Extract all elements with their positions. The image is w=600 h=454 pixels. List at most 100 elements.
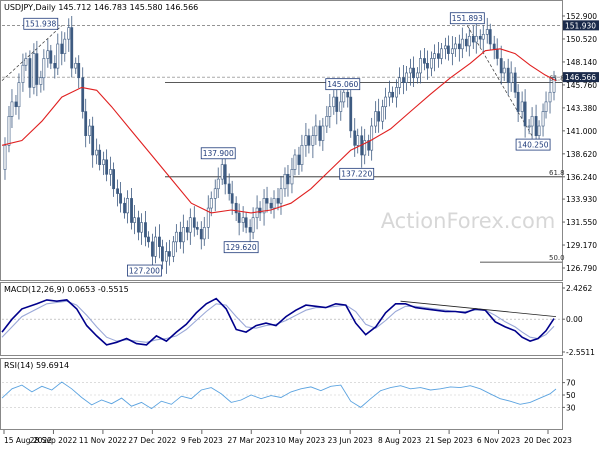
- candle-body: [391, 91, 394, 98]
- macd-y-tick-label: -2.5511: [566, 348, 595, 357]
- candle-body: [178, 231, 182, 243]
- candle-body: [453, 43, 457, 50]
- swing-label: 145.060: [327, 80, 358, 89]
- candle-body: [35, 53, 39, 85]
- candle-body: [269, 202, 273, 209]
- fib-level-label: 50.0: [549, 254, 565, 262]
- price-y-tick-label: 143.380: [566, 104, 597, 113]
- rsi-y-tick-label: 70: [566, 379, 576, 388]
- swing-label: 140.250: [518, 140, 549, 149]
- x-tick-label: 27 Mar 2023: [227, 436, 275, 445]
- candle-body: [279, 188, 283, 204]
- candle-body: [297, 154, 301, 165]
- candle-body: [10, 101, 14, 117]
- candle-body: [46, 50, 50, 59]
- candle-body: [325, 116, 329, 127]
- x-tick-label: 23 Jun 2023: [328, 436, 373, 445]
- candle-body: [98, 149, 102, 165]
- swing-label: 151.938: [25, 20, 56, 29]
- candle-body: [339, 101, 343, 112]
- candle-body: [195, 227, 199, 230]
- candle-body: [123, 202, 126, 214]
- fib-level-label: 61.8: [549, 75, 565, 83]
- candle-body: [433, 53, 436, 59]
- candle-body: [165, 251, 168, 262]
- swing-label-box: [339, 167, 375, 180]
- swing-label: 127.200: [129, 266, 160, 275]
- candle-body: [32, 53, 36, 88]
- macd-y-tick-label: 0.00: [566, 315, 583, 324]
- candle-body: [171, 241, 175, 257]
- candle-body: [102, 159, 106, 165]
- candle-body: [450, 48, 454, 54]
- macd-y-tick-label: 2.4262: [566, 284, 592, 293]
- candle-body: [443, 45, 447, 50]
- candle-body: [412, 67, 415, 79]
- candle-body: [471, 35, 475, 43]
- candle-body: [81, 77, 85, 112]
- candle-body: [244, 217, 248, 228]
- price-y-tick-label: 152.900: [566, 12, 597, 21]
- candle-body: [67, 27, 71, 40]
- price-y-tick-label: 133.930: [566, 195, 597, 204]
- candle-body: [7, 116, 11, 146]
- candle-body: [481, 34, 485, 40]
- price-layer: 152.900 150.520 148.140 145.760 143.380 141.0…: [1, 12, 599, 277]
- candle-body: [262, 198, 266, 214]
- candle-body: [112, 169, 115, 190]
- candle-body: [440, 48, 443, 59]
- candle-body: [202, 227, 206, 240]
- candle-body: [419, 58, 422, 74]
- price-y-tick-label: 141.000: [566, 127, 597, 136]
- swing-label-box: [325, 78, 361, 91]
- swing-label: 137.220: [341, 170, 372, 179]
- candle-body: [335, 96, 339, 112]
- candle-body: [70, 27, 74, 69]
- candle-body: [314, 125, 318, 136]
- x-tick-label: 21 Sep 2023: [425, 436, 473, 445]
- candle-body: [356, 135, 360, 146]
- candle-body: [527, 125, 531, 128]
- watermark: ActionForex.com: [381, 209, 556, 233]
- x-tick-label: 8 Aug 2023: [378, 436, 421, 445]
- candle-body: [474, 35, 478, 43]
- candle-body: [430, 58, 433, 69]
- candle-body: [374, 111, 378, 127]
- candle-body: [377, 111, 381, 122]
- candle-body: [370, 125, 374, 151]
- candle-body: [349, 96, 353, 132]
- candle-body: [318, 125, 322, 141]
- candle-body: [388, 91, 392, 98]
- macd-layer: 2.4262 0.00 -2.5511: [1, 284, 595, 357]
- candle-body: [276, 198, 280, 204]
- candle-body: [206, 207, 210, 228]
- price-y-tick-label: 150.520: [566, 35, 597, 44]
- swing-label-box: [515, 138, 551, 151]
- candle-body: [523, 101, 527, 127]
- candle-body: [234, 202, 238, 214]
- candle-body: [248, 227, 252, 233]
- candle-body: [77, 62, 81, 79]
- candles-group: [3, 16, 556, 274]
- candle-body: [119, 193, 122, 204]
- rsi-y-tick-label: 30: [566, 403, 576, 412]
- candle-body: [363, 140, 367, 156]
- trend-line-dashed: [467, 25, 534, 138]
- candle-body: [293, 154, 297, 170]
- price-level-tag: [563, 72, 599, 83]
- candle-body: [116, 188, 119, 194]
- candle-body: [342, 91, 346, 103]
- candle-body: [161, 246, 164, 262]
- candle-body: [133, 217, 136, 223]
- candle-body: [213, 188, 217, 199]
- candle-body: [307, 135, 311, 146]
- rsi-panel-title: RSI(14) 59.6914: [4, 361, 69, 370]
- candle-body: [255, 207, 259, 219]
- candle-body: [237, 212, 241, 223]
- candle-body: [84, 111, 88, 136]
- price-y-tick-label: 148.140: [566, 58, 597, 67]
- candle-body: [151, 241, 154, 257]
- candle-body: [398, 77, 401, 88]
- candle-body: [74, 62, 78, 69]
